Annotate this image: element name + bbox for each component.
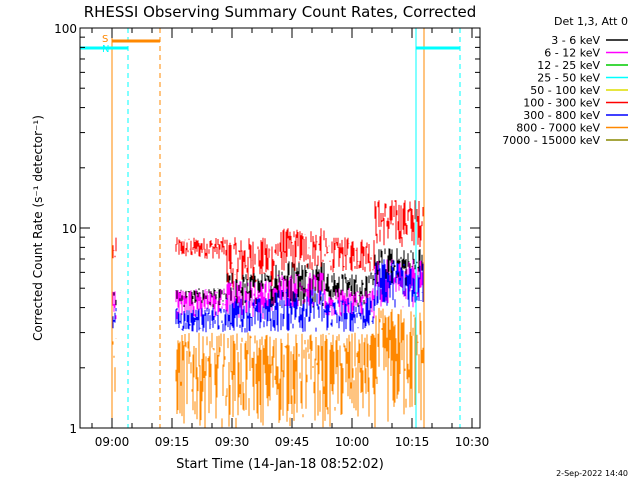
legend-entry-label: 800 - 7000 keV: [516, 122, 600, 135]
interval-label-n: N: [102, 44, 109, 55]
x-axis-ticks: 09:00 09:15 09:30 09:45 10:00 10:15 10:30: [91, 28, 490, 449]
legend-entry-label: 25 - 50 keV: [537, 72, 600, 85]
legend-entry-label: 6 - 12 keV: [544, 47, 600, 60]
plot-content: [111, 200, 425, 428]
x-axis-label: Start Time (14-Jan-18 08:52:02): [176, 457, 384, 472]
x-tick-label: 10:30: [455, 435, 490, 449]
y-tick-label: 10: [62, 222, 77, 236]
y-axis-ticks: 1 10 100: [54, 22, 480, 436]
x-tick-label: 10:15: [395, 435, 430, 449]
series-line-100-300-kev: [175, 200, 425, 288]
y-tick-label: 100: [54, 22, 77, 36]
legend-title: Det 1,3, Att 0: [554, 15, 628, 28]
x-tick-label: 09:45: [275, 435, 310, 449]
legend-entry-label: 100 - 300 keV: [523, 97, 600, 110]
series-early-line-100-300-kev: [111, 237, 117, 259]
series-line-300-800-kev: [175, 259, 425, 333]
x-tick-label: 09:30: [215, 435, 250, 449]
x-tick-label: 09:00: [95, 435, 130, 449]
legend-entry-label: 300 - 800 keV: [523, 109, 600, 122]
legend-entry-label: 12 - 25 keV: [537, 59, 600, 72]
chart-title: RHESSI Observing Summary Count Rates, Co…: [84, 3, 477, 21]
x-tick-label: 10:00: [335, 435, 370, 449]
x-tick-label: 09:15: [155, 435, 190, 449]
y-tick-label: 1: [69, 422, 77, 436]
legend-entry-label: 3 - 6 keV: [551, 34, 600, 47]
interval-label-s: S: [102, 34, 108, 45]
series-early-line-800-7000-kev: [111, 338, 117, 414]
series-line-800-7000-kev: [175, 307, 425, 428]
y-axis-label: Corrected Count Rate (s⁻¹ detector⁻¹): [31, 115, 45, 341]
legend-entry-label: 50 - 100 keV: [530, 84, 600, 97]
footer-date: 2-Sep-2022 14:40: [556, 469, 628, 478]
legend-entry-label: 7000 - 15000 keV: [502, 134, 600, 147]
